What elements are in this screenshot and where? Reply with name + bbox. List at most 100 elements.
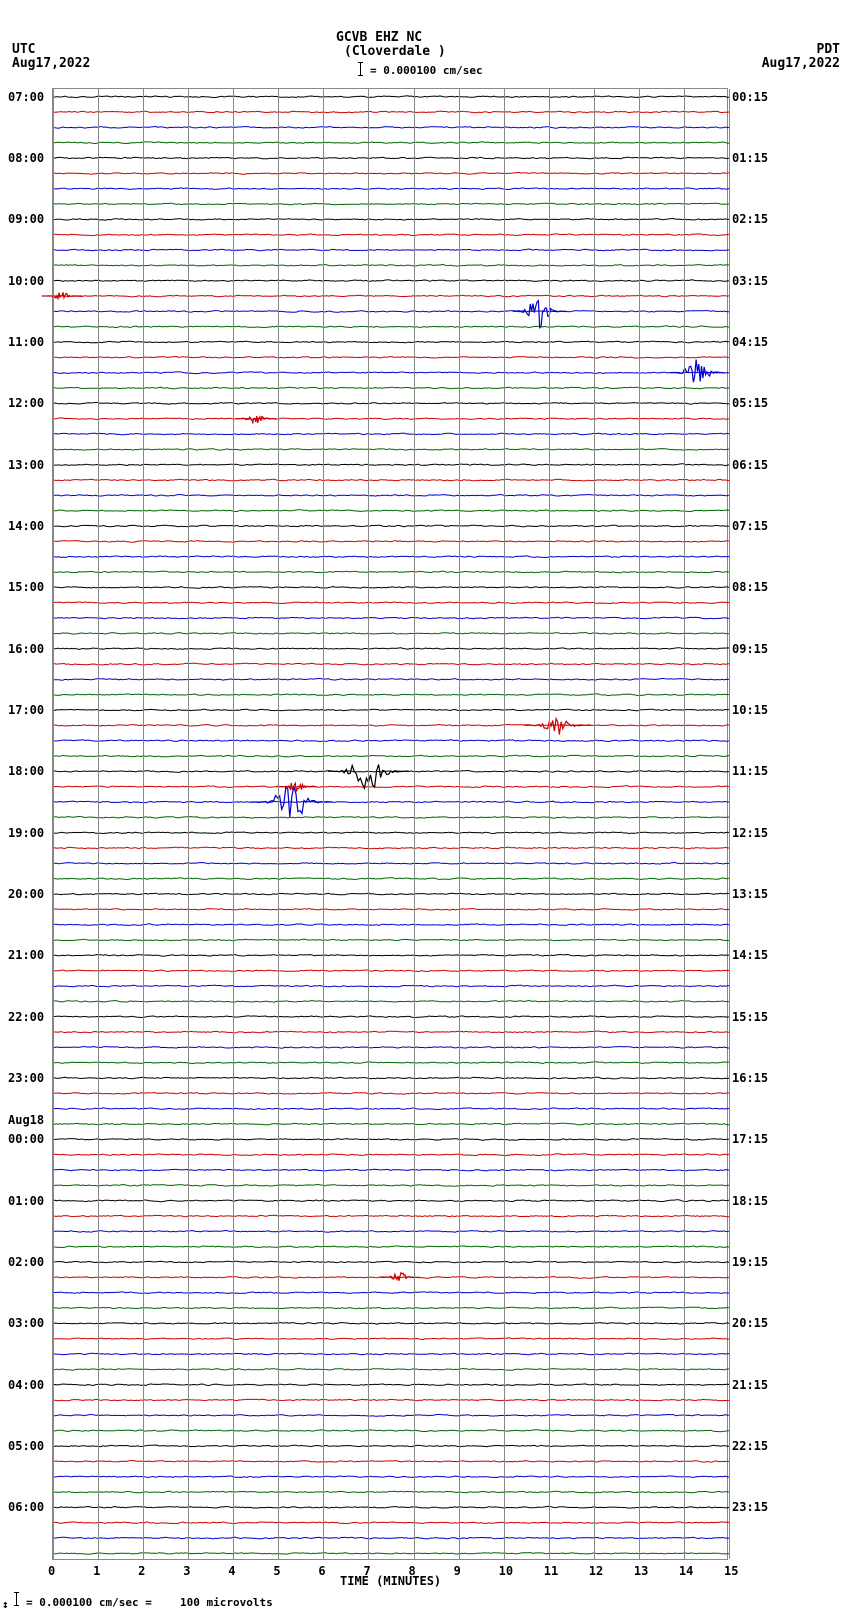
grid-v xyxy=(278,89,279,1559)
trace-line xyxy=(53,1184,729,1186)
trace-line xyxy=(53,234,729,236)
seismic-event xyxy=(670,360,724,383)
trace-line xyxy=(53,96,729,98)
right-time-label: 20:15 xyxy=(732,1316,768,1330)
trace-line xyxy=(53,1292,729,1294)
trace-line xyxy=(53,1323,729,1325)
x-tick: 15 xyxy=(724,1564,738,1578)
right-time-label: 22:15 xyxy=(732,1439,768,1453)
right-time-label: 07:15 xyxy=(732,519,768,533)
trace-line xyxy=(53,678,729,680)
footer-marker: ↕ xyxy=(2,1598,9,1611)
utc-date: Aug17,2022 xyxy=(12,56,90,71)
trace-line xyxy=(53,1307,729,1309)
right-time-label: 17:15 xyxy=(732,1132,768,1146)
trace-line xyxy=(53,188,729,190)
x-tick: 13 xyxy=(634,1564,648,1578)
seismic-event xyxy=(276,783,317,792)
right-time-label: 01:15 xyxy=(732,151,768,165)
left-time-label: 01:00 xyxy=(8,1194,44,1208)
trace-line xyxy=(53,495,729,497)
seismogram: GCVB EHZ NC (Cloverdale ) = 0.000100 cm/… xyxy=(0,0,850,1613)
trace-line xyxy=(53,311,729,313)
trace-line xyxy=(53,1077,729,1079)
seismic-event xyxy=(524,719,592,735)
x-tick: 9 xyxy=(454,1564,461,1578)
left-time-label: 11:00 xyxy=(8,335,44,349)
x-tick: 1 xyxy=(93,1564,100,1578)
utc-label: UTC xyxy=(12,42,35,57)
trace-line xyxy=(53,587,729,589)
trace-line xyxy=(53,633,729,635)
footer-microvolts: 100 microvolts xyxy=(180,1596,273,1609)
trace-line xyxy=(53,862,729,864)
trace-line xyxy=(53,1016,729,1018)
grid-v xyxy=(639,89,640,1559)
trace-line xyxy=(53,479,729,481)
grid-v xyxy=(414,89,415,1559)
trace-line xyxy=(53,755,729,757)
trace-line xyxy=(53,464,729,466)
left-time-label: 13:00 xyxy=(8,458,44,472)
seismic-event xyxy=(42,292,83,298)
trace-line xyxy=(53,1506,729,1508)
right-time-label: 05:15 xyxy=(732,396,768,410)
plot-area xyxy=(52,88,728,1560)
trace-line xyxy=(53,847,729,849)
trace-line xyxy=(53,142,729,144)
x-tick: 4 xyxy=(228,1564,235,1578)
trace-line xyxy=(53,801,729,803)
trace-line xyxy=(53,372,729,374)
trace-line xyxy=(53,418,729,420)
trace-line xyxy=(53,387,729,389)
trace-line xyxy=(53,924,729,926)
trace-line xyxy=(53,1215,729,1217)
grid-v xyxy=(459,89,460,1559)
left-time-label: 21:00 xyxy=(8,948,44,962)
left-time-label: 12:00 xyxy=(8,396,44,410)
trace-line xyxy=(53,1139,729,1141)
trace-line xyxy=(53,1461,729,1463)
station-location: (Cloverdale ) xyxy=(344,44,446,59)
right-time-label: 11:15 xyxy=(732,764,768,778)
local-label: PDT xyxy=(817,42,840,57)
trace-line xyxy=(53,1399,729,1401)
trace-line xyxy=(53,172,729,174)
trace-line xyxy=(53,1062,729,1064)
trace-line xyxy=(53,571,729,573)
trace-line xyxy=(53,1123,729,1125)
trace-line xyxy=(53,1414,729,1416)
trace-line xyxy=(53,1353,729,1355)
right-time-label: 00:15 xyxy=(732,90,768,104)
x-tick: 3 xyxy=(183,1564,190,1578)
right-time-label: 19:15 xyxy=(732,1255,768,1269)
trace-line xyxy=(53,817,729,819)
trace-line xyxy=(53,111,729,113)
trace-line xyxy=(53,295,729,297)
trace-line xyxy=(53,602,729,604)
left-time-label: 19:00 xyxy=(8,826,44,840)
trace-line xyxy=(53,1031,729,1033)
grid-v xyxy=(143,89,144,1559)
left-time-label: 18:00 xyxy=(8,764,44,778)
x-tick: 7 xyxy=(363,1564,370,1578)
local-date: Aug17,2022 xyxy=(762,56,840,71)
x-tick: 12 xyxy=(589,1564,603,1578)
x-tick: 5 xyxy=(273,1564,280,1578)
left-time-label: 14:00 xyxy=(8,519,44,533)
right-time-label: 14:15 xyxy=(732,948,768,962)
left-time-label: 23:00 xyxy=(8,1071,44,1085)
right-time-label: 23:15 xyxy=(732,1500,768,1514)
trace-line xyxy=(53,1154,729,1156)
trace-line xyxy=(53,280,729,282)
left-time-label: 17:00 xyxy=(8,703,44,717)
grid-v xyxy=(729,89,730,1559)
x-tick: 10 xyxy=(499,1564,513,1578)
trace-line xyxy=(53,939,729,941)
grid-v xyxy=(684,89,685,1559)
trace-line xyxy=(53,127,729,129)
trace-line xyxy=(53,541,729,543)
trace-line xyxy=(53,449,729,451)
left-time-label: 15:00 xyxy=(8,580,44,594)
right-time-label: 15:15 xyxy=(732,1010,768,1024)
